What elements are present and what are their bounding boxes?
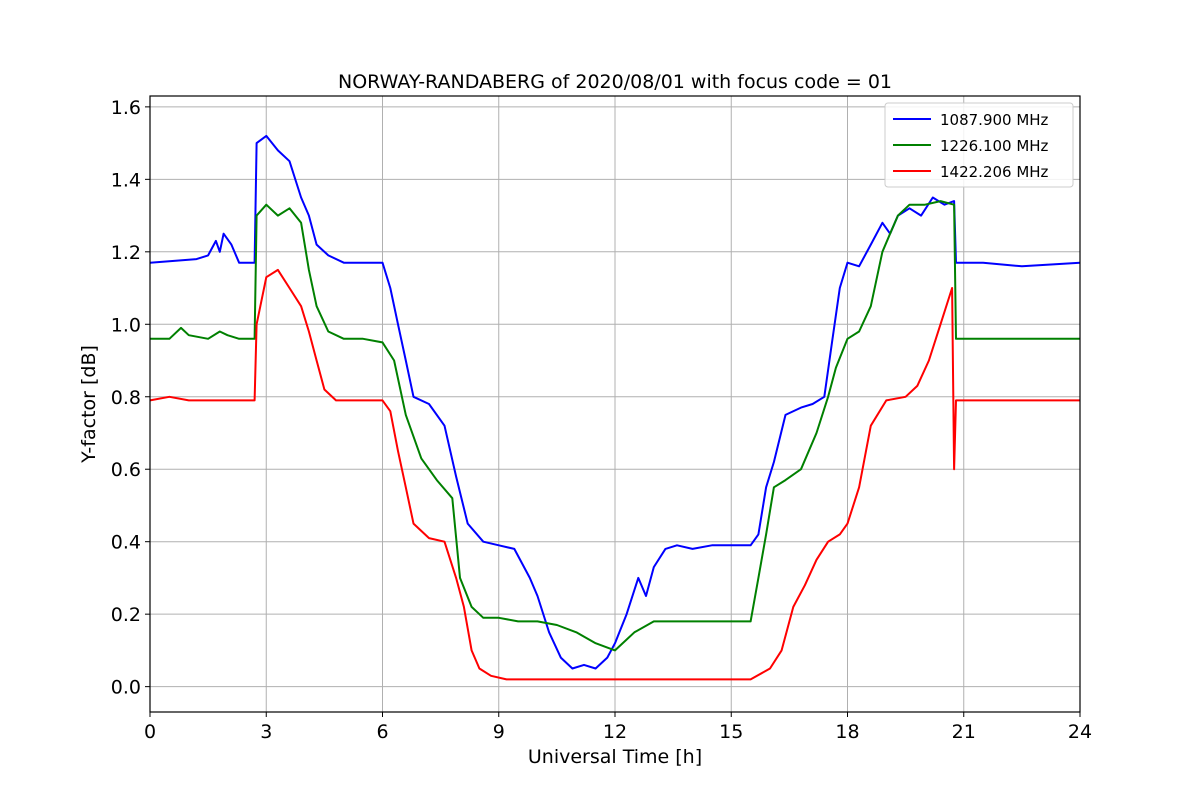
x-tick-label: 9 (493, 721, 505, 743)
y-tick-label: 0.2 (111, 604, 141, 626)
chart-title: NORWAY-RANDABERG of 2020/08/01 with focu… (338, 71, 892, 93)
series-lines (149, 134, 1081, 681)
legend-entry-label: 1422.206 MHz (940, 163, 1049, 181)
y-tick-label: 0.4 (111, 532, 141, 554)
axis-ticks: 0 3 6 9 12 15 18 21 24 0.0 0.2 0.4 0.6 0.8 1.0 1.2 1.4 1.… (111, 97, 1092, 743)
y-tick-label: 0.0 (111, 677, 141, 699)
x-axis-label: Universal Time [h] (528, 746, 702, 768)
y-tick-label: 1.2 (111, 242, 141, 264)
y-tick-label: 0.8 (111, 387, 141, 409)
series-line-1 (149, 134, 1081, 670)
y-tick-label: 1.0 (111, 314, 141, 336)
x-tick-label: 21 (952, 721, 976, 743)
y-tick-label: 1.4 (111, 169, 141, 191)
legend-box (884, 102, 1074, 188)
x-tick-label: 15 (719, 721, 743, 743)
y-tick-label: 0.6 (111, 459, 141, 481)
x-tick-label: 0 (144, 721, 156, 743)
x-tick-label: 12 (603, 721, 627, 743)
x-tick-label: 3 (260, 721, 272, 743)
y-axis-label: Y-factor [dB] (78, 345, 100, 464)
x-tick-label: 6 (376, 721, 388, 743)
y-tick-label: 1.6 (111, 97, 141, 119)
x-tick-label: 24 (1068, 721, 1092, 743)
series-line-3 (149, 268, 1080, 681)
x-tick-label: 18 (835, 721, 859, 743)
legend: 1087.900 MHz 1226.100 MHz 1422.206 MHz (884, 102, 1074, 188)
legend-entry-label: 1226.100 MHz (940, 137, 1049, 155)
series-line-2 (150, 200, 1080, 652)
legend-entry-label: 1087.900 MHz (940, 111, 1049, 129)
